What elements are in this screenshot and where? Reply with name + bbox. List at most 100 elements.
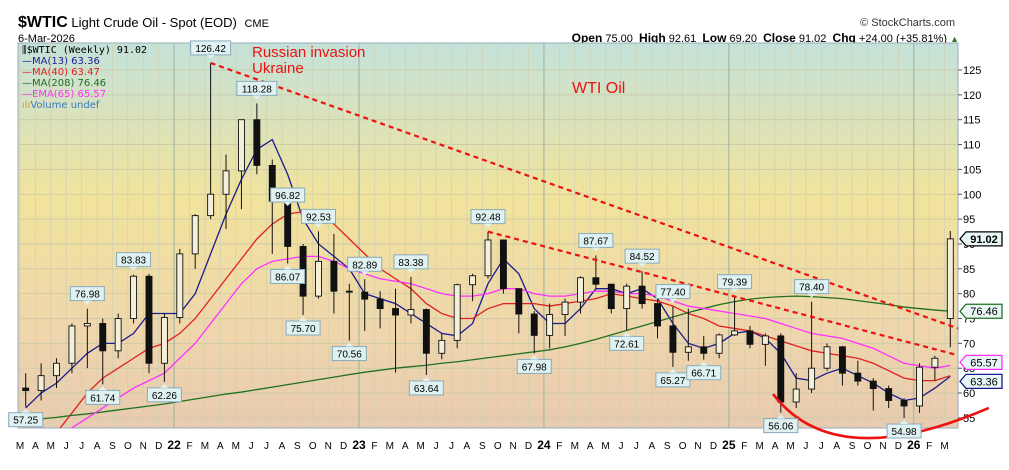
price-label-pointer [591,247,600,252]
candle-up [761,335,769,345]
y-tick-label: 70 [963,338,975,350]
x-tick-label: D [710,441,717,452]
candle-up [453,284,461,341]
x-tick-label: O [679,441,687,452]
legend-price: ⫼$WTIC (Weekly) 91.02 [22,45,148,56]
price-label: 61.74 [85,386,121,405]
x-tick-label: M [386,441,394,452]
series-line-ma40 [59,210,951,428]
candle-up [53,362,60,377]
price-label-pointer [900,419,909,424]
candle-down [253,119,261,166]
candle-up [946,238,954,319]
candle-down [530,313,538,336]
x-tick-label: A [402,441,409,452]
price-label: 77.40 [655,284,691,303]
x-tick-label: 25 [722,438,736,452]
x-tick-label: M [756,441,764,452]
price-label: 86.07 [270,265,306,284]
x-tick-label: A [464,441,471,452]
chart-title: $WTIC Light Crude Oil - Spot (EOD) CME [18,14,269,32]
price-label-text: 65.27 [660,376,685,387]
candle-up [623,285,631,310]
x-tick-label: F [556,441,562,452]
price-label-text: 84.52 [630,252,655,263]
legend-ma40: —MA(40) 63.47 [22,67,100,78]
y-tick-label: 105 [963,164,981,176]
series-line-ema65 [70,255,951,428]
x-tick-label: J [249,441,254,452]
candle-up [37,375,45,392]
price-label-text: 66.71 [691,369,716,380]
price-label: 79.39 [717,274,753,293]
x-tick-label: A [648,441,655,452]
x-tick-label: 23 [352,438,366,452]
x-tick-label: J [64,441,69,452]
price-label: 126.42 [190,40,232,59]
chg-label: Chg [832,31,856,45]
high-label: High [639,31,666,45]
candle-up [731,330,739,336]
candle-up [191,215,199,255]
price-label-text: 78.40 [799,283,824,294]
legend-ema65: —EMA(65) 65.57 [22,89,107,100]
price-label-text: 76.98 [75,290,100,301]
price-label: 67.98 [516,355,552,374]
candle-down [345,290,353,293]
price-label: 57.25 [8,408,44,428]
x-tick-label: J [819,441,824,452]
x-tick-label: N [325,441,332,452]
candle-up [237,119,245,172]
candle-up [83,323,91,327]
price-label-pointer [484,223,492,228]
x-tick-label: J [803,441,808,452]
low-label: Low [702,31,727,45]
volume-bars-icon: ılı [22,100,31,111]
y-tick-label: 115 [963,115,981,127]
candle-up [130,275,138,319]
x-tick-label: N [509,441,516,452]
price-label-text: 70.56 [337,350,362,361]
x-tick-label: M [47,441,55,452]
price-label-pointer [360,271,369,276]
x-tick-label: D [895,441,902,452]
price-label: 66.71 [686,361,722,381]
price-label: 118.28 [236,80,278,100]
x-tick-label: F [741,441,747,452]
price-label-pointer [252,95,261,100]
price-label-text: 92.48 [475,213,500,224]
x-tick-label: 22 [167,438,181,452]
candle-up [823,346,831,369]
value-tag-text: 76.46 [970,306,998,318]
x-tick-label: O [124,441,132,452]
x-tick-label: D [340,441,347,452]
price-label-text: 82.89 [352,260,377,271]
x-tick-label: J [618,441,623,452]
candle-up [207,193,215,217]
high-value: 92.61 [668,33,697,45]
x-tick-label: A [772,441,779,452]
candle-down [638,285,646,305]
price-label-pointer [699,361,708,366]
price-label-pointer [622,332,631,337]
instrument-name: Light Crude Oil - Spot (EOD) [71,15,237,30]
price-label-pointer [345,342,354,347]
chart-date: 6-Mar-2026 [18,33,75,45]
x-tick-label: O [309,441,317,452]
candle-down [654,303,661,327]
price-label-pointer [83,300,92,305]
x-tick-label: M [232,441,240,452]
legend-ma13: —MA(13) 63.36 [22,56,100,67]
candle-up [438,339,446,354]
ohlc-summary: Open 75.00 High 92.61 Low 69.20 Close 91… [572,31,959,45]
open-label: Open [571,31,603,45]
close-value: 91.02 [798,33,827,45]
value-tag-text: 91.02 [970,234,998,246]
price-label: 78.40 [794,279,830,298]
price-label: 70.56 [331,342,367,362]
candle-up [916,366,923,407]
candle-up [160,317,168,364]
price-label: 54.98 [886,419,922,439]
value-tag [959,373,1003,390]
